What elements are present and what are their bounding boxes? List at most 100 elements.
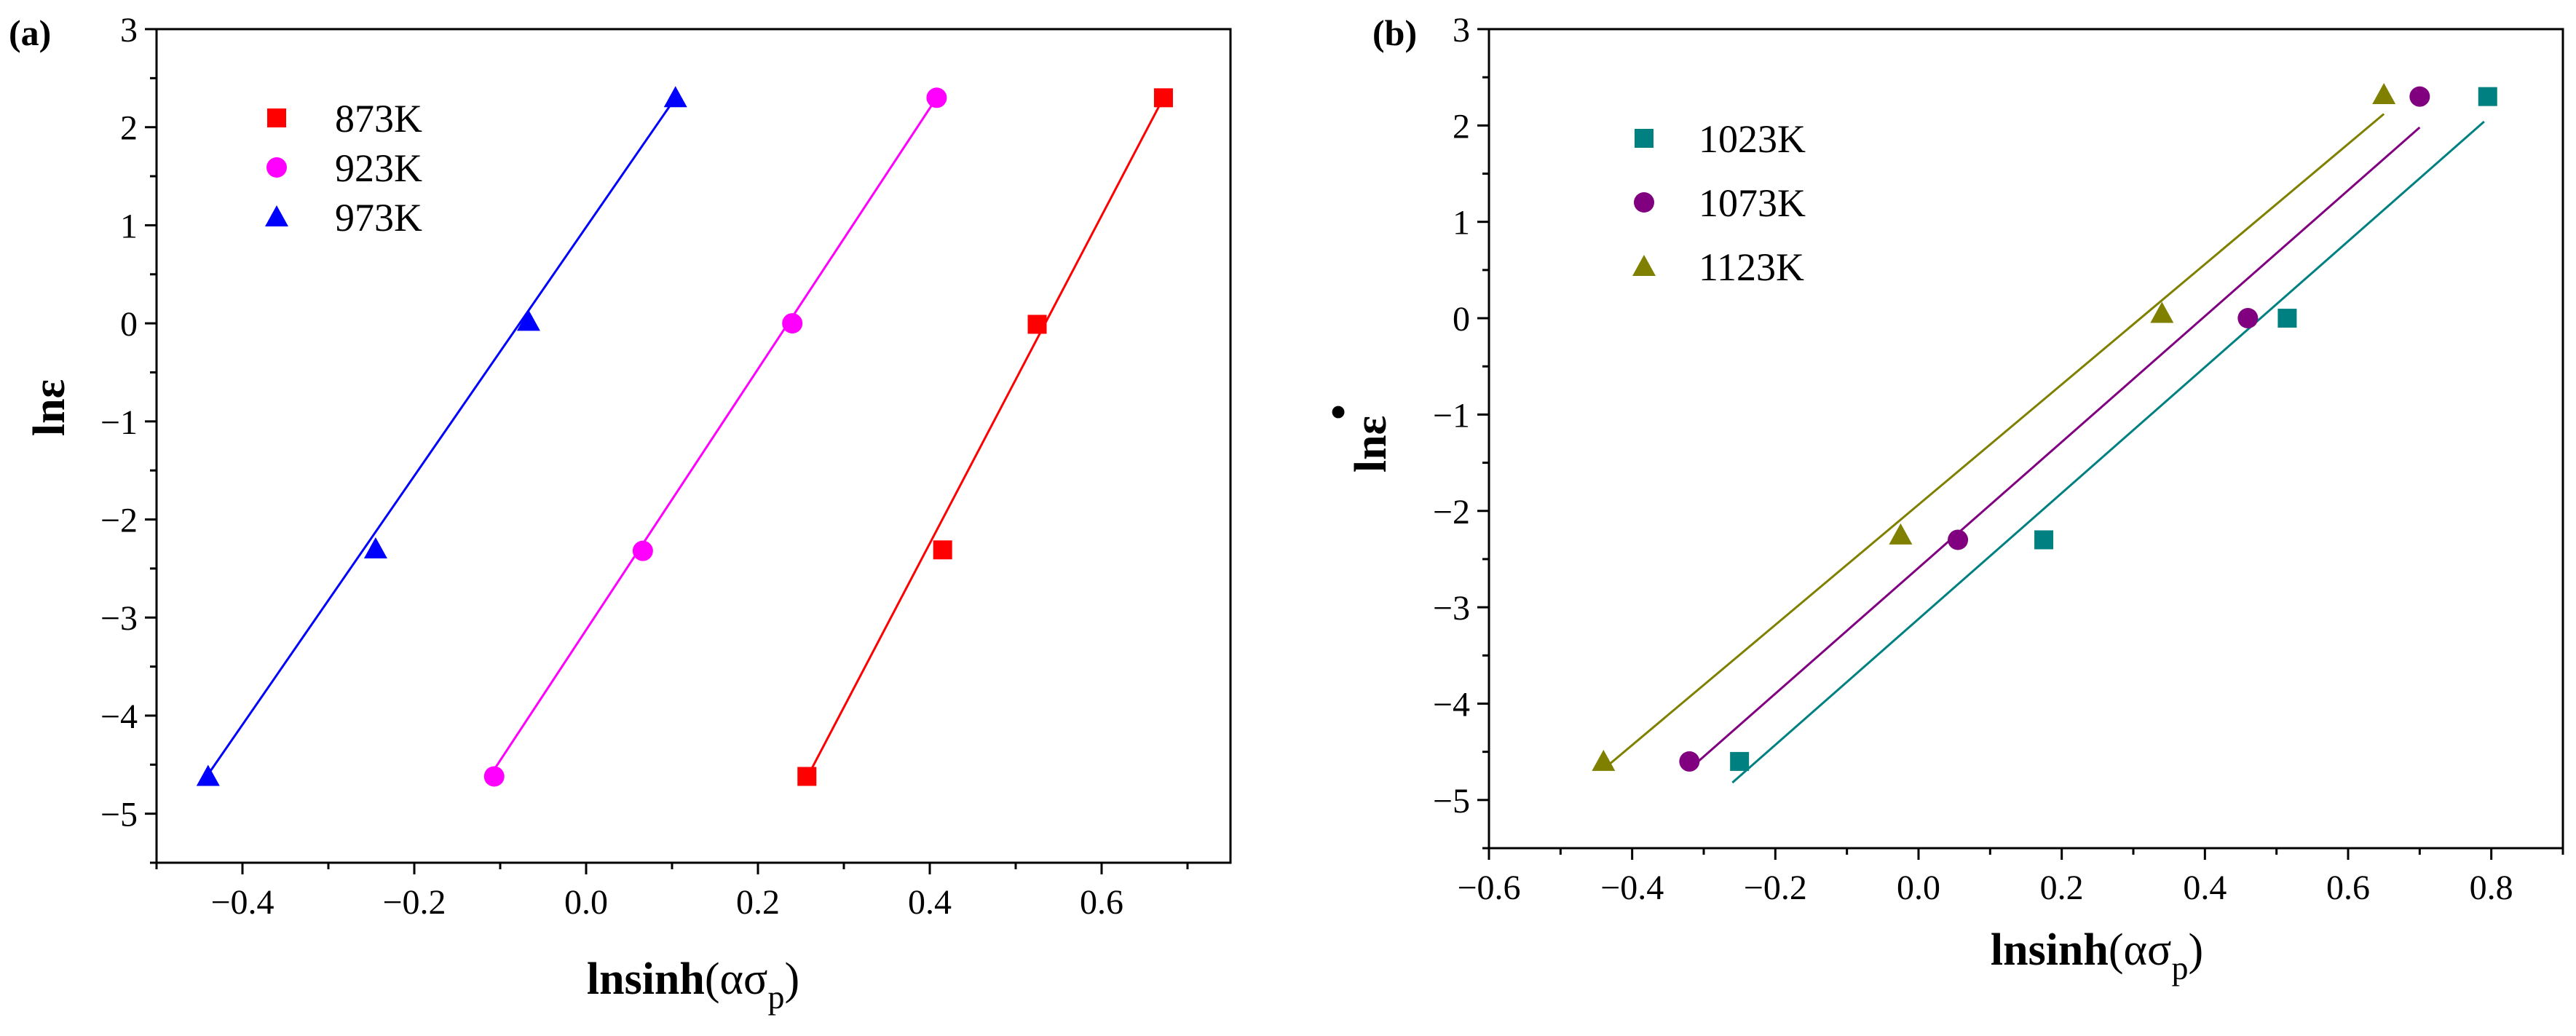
data-point-973K	[663, 86, 687, 108]
data-point-873K	[797, 767, 817, 786]
y-axis-title-group: lnε•	[1314, 404, 1396, 472]
y-axis-title: lnε	[1346, 416, 1396, 472]
chart-panel-a: −0.4 −0.2 0.0 0.2 0.4 0.6 −5 −4 −3 −2 −1 0 1 2 3 (a) lns…	[9, 11, 1232, 1016]
x-tick-label: −0.2	[1744, 869, 1807, 907]
data-point-1023K	[1730, 751, 1750, 771]
plot-frame	[155, 28, 1232, 864]
legend-marker-873K	[267, 108, 286, 127]
legend-label-923K: 923K	[335, 146, 422, 190]
y-tick-label: 0	[1453, 300, 1470, 339]
y-axis-title-symbol: ε	[1346, 416, 1396, 435]
y-tick-label: −1	[100, 403, 138, 442]
data-point-1023K	[2277, 309, 2297, 328]
panel-label: (b)	[1372, 12, 1417, 53]
x-tick-label: −0.4	[1600, 869, 1664, 907]
y-axis-title-main: ln	[25, 398, 74, 436]
x-axis-title-sub: p	[767, 978, 784, 1016]
data-point-973K	[196, 764, 220, 786]
y-tick-label: −4	[100, 697, 138, 736]
series-1023K	[1730, 87, 2497, 784]
data-point-1073K	[1679, 751, 1700, 772]
fit-line-1123K	[1603, 113, 2385, 770]
legend-label-1123K: 1123K	[1699, 245, 1804, 289]
y-tick-label: 0	[120, 305, 138, 344]
x-tick-label: 0.4	[2183, 869, 2227, 907]
plot-frame	[1487, 28, 2564, 850]
data-point-1123K	[1592, 749, 1616, 771]
data-point-1073K	[1948, 529, 1969, 550]
x-axis-title-close: )	[2188, 925, 2203, 975]
series-923K	[483, 87, 947, 787]
data-point-1123K	[2372, 83, 2396, 104]
x-axis-title-sub: p	[2171, 949, 2188, 986]
legend-marker-973K	[265, 205, 288, 226]
y-tick-label: 1	[1453, 204, 1470, 242]
y-axis-title-symbol: ε	[25, 379, 74, 399]
data-point-1073K	[2237, 308, 2259, 329]
legend-label-873K: 873K	[335, 97, 422, 141]
panel-label: (a)	[9, 12, 51, 53]
chart-panel-b: −0.6 −0.4 −0.2 0.0 0.2 0.4 0.6 0.8 −5 −4 −3 −2 −1 0 1 2…	[1314, 11, 2564, 986]
data-point-1123K	[2150, 301, 2174, 323]
fit-line-873K	[810, 97, 1165, 770]
y-tick-label: −2	[1433, 493, 1470, 531]
data-point-873K	[933, 540, 952, 560]
fit-line-1023K	[1731, 120, 2485, 784]
data-point-873K	[1153, 88, 1173, 108]
data-point-873K	[1027, 315, 1047, 334]
legend-label-1073K: 1073K	[1699, 181, 1806, 225]
data-point-1073K	[2409, 86, 2430, 107]
y-tick-label: 1	[120, 207, 138, 245]
legend-marker-1123K	[1632, 255, 1656, 276]
y-axis-title: lnε	[25, 379, 74, 436]
y-tick-label: −3	[1433, 589, 1470, 628]
y-tick-label: −5	[1433, 782, 1470, 821]
legend-marker-1073K	[1634, 192, 1654, 213]
data-point-973K	[363, 537, 387, 558]
x-axis-title-main: lnsinh	[587, 954, 705, 1004]
x-tick-label: 0.4	[908, 883, 952, 922]
x-tick-label: −0.2	[382, 883, 446, 922]
series-973K	[196, 86, 687, 786]
y-tick-label: −2	[100, 502, 138, 540]
x-tick-label: 0.2	[736, 883, 780, 922]
x-axis-title: lnsinh(ασp)	[587, 954, 799, 1016]
fit-line-1073K	[1688, 126, 2421, 770]
data-point-1023K	[2034, 530, 2054, 550]
x-tick-label: 0.0	[564, 883, 608, 922]
x-axis-title-paren: (ασ	[705, 954, 768, 1004]
series-1123K	[1592, 83, 2396, 771]
legend-label-973K: 973K	[335, 196, 422, 240]
x-tick-label: −0.6	[1457, 869, 1520, 907]
series-873K	[797, 88, 1173, 786]
data-point-923K	[926, 87, 947, 108]
data-point-973K	[516, 309, 540, 331]
x-tick-label: −0.4	[210, 883, 274, 922]
y-tick-label: −5	[100, 796, 138, 834]
x-axis-title-close: )	[784, 954, 799, 1004]
data-point-923K	[483, 766, 505, 787]
data-point-923K	[782, 313, 803, 334]
x-axis-title-main: lnsinh	[1991, 925, 2109, 975]
x-axis-title: lnsinh(ασp)	[1991, 925, 2203, 986]
data-point-1023K	[2478, 87, 2497, 106]
fit-line-973K	[207, 97, 676, 775]
fit-line-923K	[493, 97, 938, 770]
y-axis-title-main: ln	[1346, 435, 1396, 472]
x-tick-label: 0.6	[2326, 869, 2370, 907]
y-tick-label: −3	[100, 599, 138, 638]
legend-label-1023K: 1023K	[1699, 117, 1806, 161]
x-tick-label: 0.0	[1897, 869, 1940, 907]
y-tick-label: −1	[1433, 396, 1470, 435]
legend-marker-923K	[266, 157, 287, 178]
y-tick-label: −4	[1433, 685, 1470, 724]
data-point-1123K	[1889, 523, 1913, 545]
y-axis-title-group: lnε	[25, 379, 74, 436]
x-tick-label: 0.6	[1080, 883, 1123, 922]
y-tick-label: 2	[1453, 107, 1470, 146]
y-axis-title-dot: •	[1314, 404, 1364, 420]
y-tick-label: 3	[1453, 11, 1470, 50]
x-tick-label: 0.2	[2040, 869, 2084, 907]
y-tick-label: 3	[120, 11, 138, 50]
